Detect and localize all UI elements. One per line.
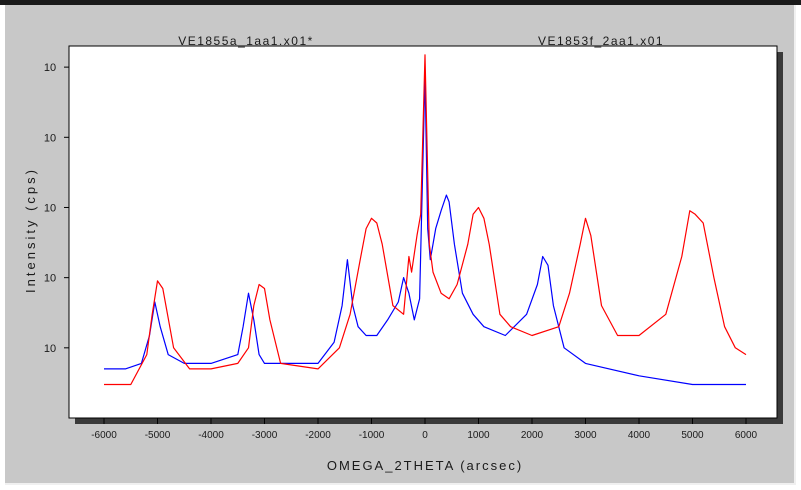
x-tick-label: 3000 — [574, 430, 597, 441]
y-tick-label: 10 — [44, 62, 56, 74]
x-tick-label: 4000 — [628, 430, 651, 441]
x-tick-label: -3000 — [252, 430, 278, 441]
x-tick-label: -1000 — [359, 430, 385, 441]
file-label-2: VE1853f_2aa1.x01 — [538, 34, 664, 48]
x-axis-label: OMEGA_2THETA (arcsec) — [327, 458, 523, 473]
y-axis-ticks: 10 10 10 10 10 — [44, 62, 69, 355]
y-tick-label: 10 — [44, 202, 56, 214]
x-tick-label: -6000 — [91, 430, 117, 441]
series-line-2 — [104, 54, 747, 386]
x-tick-label: 6000 — [735, 430, 758, 441]
y-tick-label: 10 — [44, 343, 56, 355]
y-axis-label: Intensity (cps) — [23, 167, 38, 293]
window-top-border — [0, 0, 801, 5]
x-tick-label: 5000 — [681, 430, 704, 441]
x-tick-label: 0 — [422, 430, 428, 441]
x-tick-label: -2000 — [305, 430, 331, 441]
y-tick-label: 10 — [44, 132, 56, 144]
series-line-1 — [104, 73, 746, 386]
x-tick-label: -4000 — [198, 430, 224, 441]
series-group — [104, 54, 747, 386]
file-label-1: VE1855a_1aa1.x01* — [178, 34, 314, 48]
plot-area — [68, 45, 778, 419]
x-tick-label: 1000 — [467, 430, 490, 441]
y-tick-label: 10 — [44, 273, 56, 285]
x-tick-label: 2000 — [521, 430, 544, 441]
x-tick-label: -5000 — [145, 430, 171, 441]
x-axis-ticks: -6000 -5000 -4000 -3000 -2000 -1000 0 1000 2000 3… — [91, 418, 758, 441]
